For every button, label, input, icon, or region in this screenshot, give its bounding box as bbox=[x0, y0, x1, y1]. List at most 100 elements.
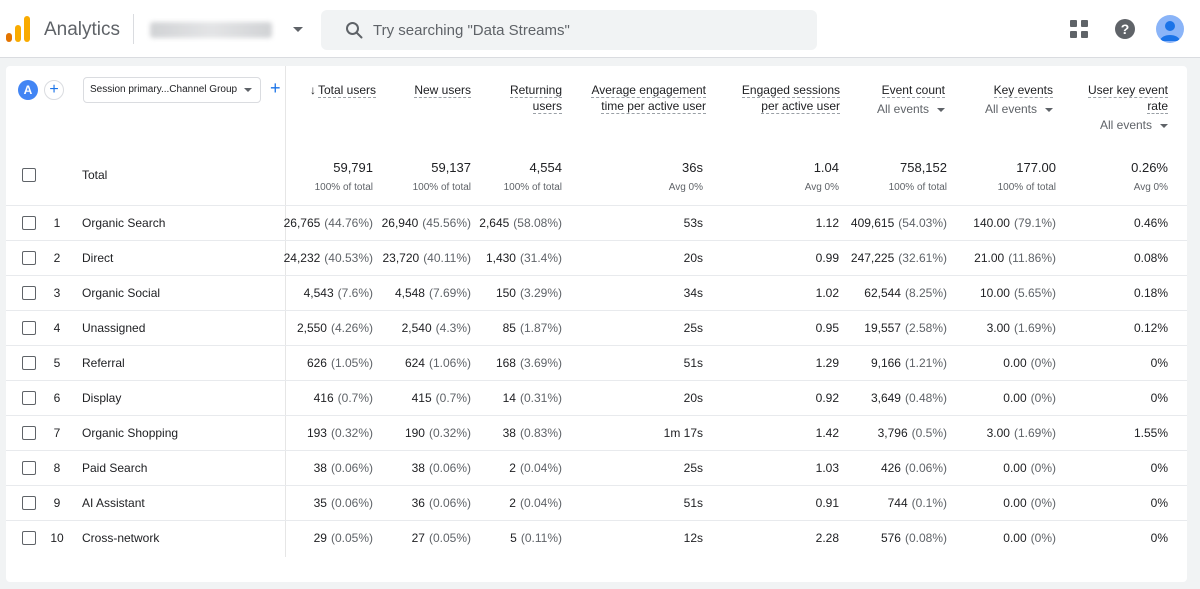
channel-name[interactable]: Cross-network bbox=[82, 531, 160, 545]
row-checkbox[interactable] bbox=[22, 391, 36, 405]
table-row[interactable]: 4 Unassigned 2,550 (4.26%) 2,540 (4.3%) 85 (1.8… bbox=[6, 310, 1187, 345]
total-subtext: Avg 0% bbox=[804, 182, 839, 193]
search-bar[interactable] bbox=[321, 10, 817, 50]
channel-name[interactable]: AI Assistant bbox=[82, 496, 145, 510]
row-checkbox[interactable] bbox=[22, 356, 36, 370]
table-cell: 0.92 bbox=[816, 391, 839, 405]
table-cell: 27 (0.05%) bbox=[412, 531, 471, 545]
cell-value: 14 bbox=[502, 391, 516, 405]
table-row[interactable]: 3 Organic Social 4,543 (7.6%) 4,548 (7.69%) 15… bbox=[6, 275, 1187, 310]
cell-value: 3,796 bbox=[877, 426, 908, 440]
header-engaged-sessions[interactable]: Engaged sessions per active user bbox=[741, 83, 840, 114]
header-user-key-event-rate[interactable]: User key event rate All events bbox=[1087, 83, 1168, 133]
table-cell: 3.00 (1.69%) bbox=[987, 321, 1056, 335]
cell-value: 51s bbox=[683, 496, 703, 510]
header-returning-users[interactable]: Returning users bbox=[509, 83, 562, 114]
row-checkbox[interactable] bbox=[22, 531, 36, 545]
cell-value: 0.95 bbox=[815, 321, 839, 335]
table-cell: 426 (0.06%) bbox=[881, 461, 947, 475]
analytics-logo-icon[interactable] bbox=[6, 16, 30, 42]
channel-name[interactable]: Display bbox=[82, 391, 122, 405]
cell-value: 20s bbox=[683, 391, 703, 405]
table-cell: 0% bbox=[1151, 461, 1168, 475]
table-cell: 85 (1.87%) bbox=[503, 321, 562, 335]
row-checkbox[interactable] bbox=[22, 216, 36, 230]
rate-filter-select[interactable]: All events bbox=[1100, 117, 1168, 133]
add-dimension-button[interactable]: + bbox=[270, 78, 281, 98]
account-selector[interactable] bbox=[150, 22, 272, 38]
column-divider bbox=[285, 66, 286, 557]
cell-value: 34s bbox=[683, 286, 703, 300]
table-row[interactable]: 9 AI Assistant 35 (0.06%) 36 (0.06%) 2 (0.04%) 5… bbox=[6, 485, 1187, 520]
dimension-selector[interactable]: Session primary...Channel Group bbox=[83, 77, 261, 103]
table-cell: 25s bbox=[684, 461, 703, 475]
cell-value: 27 bbox=[411, 531, 425, 545]
cell-percent: (0.04%) bbox=[519, 461, 562, 475]
add-segment-button[interactable]: + bbox=[44, 80, 64, 100]
header-avg-engagement-time[interactable]: Average engagement time per active user bbox=[591, 83, 706, 114]
apps-grid-icon[interactable] bbox=[1070, 20, 1088, 38]
table-row[interactable]: 5 Referral 626 (1.05%) 624 (1.06%) 168 (3.69%) 5… bbox=[6, 345, 1187, 380]
table-cell: 4,543 (7.6%) bbox=[304, 286, 373, 300]
row-checkbox[interactable] bbox=[22, 251, 36, 265]
cell-value: 23,720 bbox=[382, 251, 420, 265]
cell-value: 0.91 bbox=[815, 496, 839, 510]
cell-percent: (4.3%) bbox=[435, 321, 471, 335]
cell-value: 38 bbox=[502, 426, 516, 440]
table-cell: 2,550 (4.26%) bbox=[297, 321, 373, 335]
channel-name[interactable]: Direct bbox=[82, 251, 114, 265]
table-row[interactable]: 2 Direct 24,232 (40.53%) 23,720 (40.11%) 1,430… bbox=[6, 240, 1187, 275]
cell-percent: (0.06%) bbox=[330, 461, 373, 475]
table-cell: 62,544 (8.25%) bbox=[864, 286, 947, 300]
row-checkbox[interactable] bbox=[22, 286, 36, 300]
channel-name[interactable]: Referral bbox=[82, 356, 125, 370]
channel-name[interactable]: Organic Search bbox=[82, 216, 166, 230]
table-row[interactable]: 8 Paid Search 38 (0.06%) 38 (0.06%) 2 (0.04%) 25… bbox=[6, 450, 1187, 485]
channel-name[interactable]: Organic Shopping bbox=[82, 426, 179, 440]
row-checkbox[interactable] bbox=[22, 321, 36, 335]
table-cell: 23,720 (40.11%) bbox=[382, 251, 471, 265]
row-number: 4 bbox=[53, 321, 61, 335]
avatar[interactable] bbox=[1156, 15, 1184, 43]
segment-badge[interactable]: A bbox=[18, 80, 38, 100]
table-cell: 140.00 (79.1%) bbox=[973, 216, 1056, 230]
table-row[interactable]: 1 Organic Search 26,765 (44.76%) 26,940 (45.5… bbox=[6, 205, 1187, 240]
total-subtext: 100% of total bbox=[412, 182, 471, 193]
row-number: 6 bbox=[53, 391, 61, 405]
channel-name[interactable]: Unassigned bbox=[82, 321, 146, 335]
row-checkbox[interactable] bbox=[22, 496, 36, 510]
cell-value: 0.12% bbox=[1133, 321, 1168, 335]
key-event-filter-select[interactable]: All events bbox=[985, 101, 1053, 117]
event-filter-select[interactable]: All events bbox=[877, 101, 945, 117]
table-row[interactable]: 7 Organic Shopping 193 (0.32%) 190 (0.32%) 38(… bbox=[6, 415, 1187, 450]
row-checkbox[interactable] bbox=[22, 461, 36, 475]
help-icon[interactable]: ? bbox=[1114, 18, 1136, 40]
cell-value: 4,543 bbox=[303, 286, 334, 300]
table-cell: 51s bbox=[684, 356, 703, 370]
cell-percent: (3.29%) bbox=[519, 286, 562, 300]
table-cell: 5 (0.11%) bbox=[510, 531, 562, 545]
table-row[interactable]: 6 Display 416 (0.7%) 415 (0.7%) 14 (0.31%) 20s 0.… bbox=[6, 380, 1187, 415]
channel-name[interactable]: Paid Search bbox=[82, 461, 148, 475]
chevron-down-icon bbox=[244, 88, 252, 92]
table-row[interactable]: 10 Cross-network 29 (0.05%) 27 (0.05%) 5 (0.11%… bbox=[6, 520, 1187, 555]
cell-percent: (4.26%) bbox=[330, 321, 373, 335]
header-total-users[interactable]: ↓ Total users bbox=[309, 83, 376, 98]
select-all-checkbox[interactable] bbox=[22, 168, 36, 182]
table-cell: 0.00 (0%) bbox=[1003, 461, 1056, 475]
row-checkbox[interactable] bbox=[22, 426, 36, 440]
cell-value: 626 bbox=[306, 356, 327, 370]
cell-percent: (0.31%) bbox=[519, 391, 562, 405]
cell-percent: (0%) bbox=[1030, 531, 1056, 545]
cell-value: 2.28 bbox=[815, 531, 839, 545]
search-input[interactable] bbox=[373, 10, 793, 50]
table-cell: 247,225 (32.61%) bbox=[851, 251, 947, 265]
table-cell: 193 (0.32%) bbox=[307, 426, 373, 440]
cell-percent: (1.06%) bbox=[428, 356, 471, 370]
chevron-down-icon[interactable] bbox=[293, 27, 303, 32]
table-cell: 0.18% bbox=[1134, 286, 1168, 300]
header-event-count[interactable]: Event count All events bbox=[876, 83, 945, 117]
channel-name[interactable]: Organic Social bbox=[82, 286, 161, 300]
header-key-events[interactable]: Key events All events bbox=[984, 83, 1053, 117]
header-new-users[interactable]: New users bbox=[414, 83, 471, 98]
